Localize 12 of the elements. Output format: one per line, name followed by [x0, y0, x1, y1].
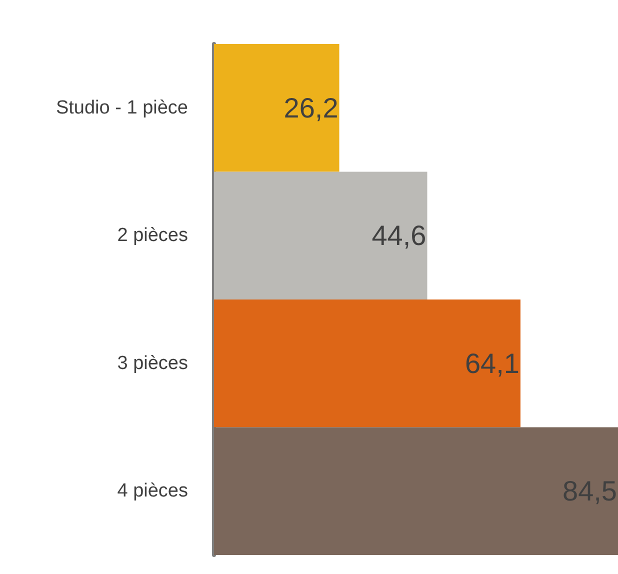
data-label: 44,6: [372, 220, 426, 252]
y-tick-label: 3 pièces: [117, 352, 188, 374]
data-label: 64,1: [464, 348, 520, 379]
data-label: 26,2: [284, 92, 338, 124]
y-tick-label: Studio - 1 pièce: [56, 97, 188, 118]
y-tick-label: 4 pièces: [117, 480, 188, 502]
data-label: 84,5: [562, 476, 617, 507]
bar: [214, 300, 520, 428]
y-tick-label: 2 pièces: [117, 225, 188, 246]
bar: [214, 44, 340, 172]
bar: [214, 427, 618, 555]
bar: [214, 172, 428, 300]
